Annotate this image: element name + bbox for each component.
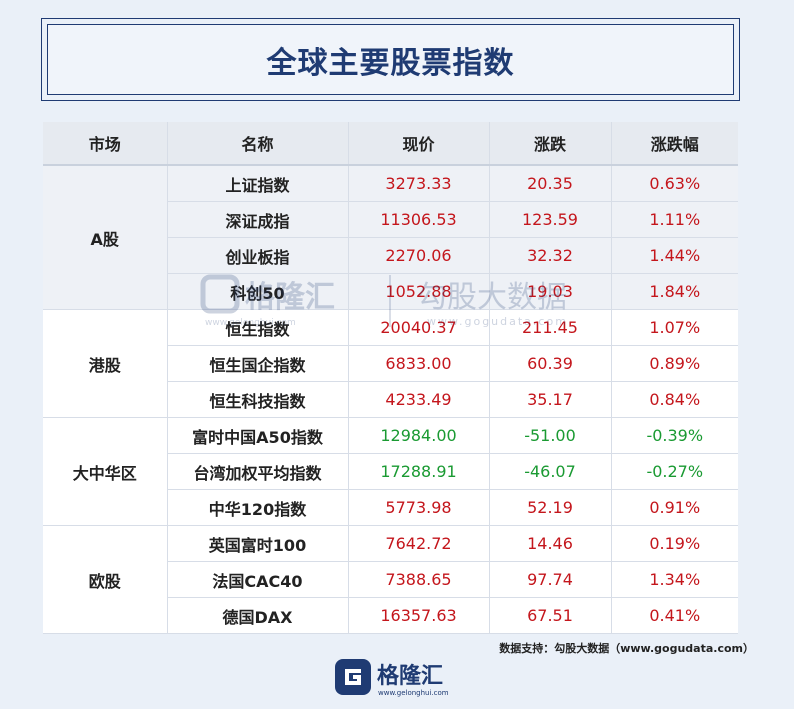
price-cell: 2270.06	[347, 237, 489, 274]
change-cell: 67.51	[488, 597, 611, 634]
group-hk-shares: 港股 恒生指数 20040.37 211.45 1.07% 恒生国企指数 683…	[43, 309, 738, 418]
price-cell: 7642.72	[347, 525, 489, 562]
price-cell: 6833.00	[347, 345, 489, 382]
change-cell: 123.59	[488, 201, 611, 238]
index-name: 上证指数	[166, 165, 348, 202]
table-row: 大中华区 富时中国A50指数 12984.00 -51.00 -0.39%	[43, 417, 738, 526]
group-greater-china: 大中华区 富时中国A50指数 12984.00 -51.00 -0.39% 台湾…	[43, 417, 738, 526]
price-cell: 16357.63	[347, 597, 489, 634]
table-row: A股 上证指数 3273.33 20.35 0.63%	[43, 165, 738, 310]
change-cell: 20.35	[488, 165, 611, 202]
table-row: 恒生国企指数 6833.00 60.39 0.89%	[43, 345, 738, 382]
index-name: 富时中国A50指数	[166, 417, 348, 454]
table-row: 创业板指 2270.06 32.32 1.44%	[43, 237, 738, 274]
price-cell: 3273.33	[347, 165, 489, 202]
change-cell: 14.46	[488, 525, 611, 562]
change-cell: 35.17	[488, 381, 611, 418]
page-title: 全球主要股票指数	[266, 45, 515, 81]
title-inner: 全球主要股票指数	[47, 24, 734, 95]
logo-url: www.gelonghui.com	[378, 689, 449, 697]
index-name: 恒生科技指数	[166, 381, 348, 418]
header-name: 名称	[166, 122, 348, 166]
table-row: 中华120指数 5773.98 52.19 0.91%	[43, 489, 738, 526]
price-cell: 5773.98	[347, 489, 489, 526]
table-row: 恒生科技指数 4233.49 35.17 0.84%	[43, 381, 738, 418]
header-pct: 涨跌幅	[610, 122, 738, 166]
price-cell: 20040.37	[347, 309, 489, 346]
group-eu-shares: 欧股 英国富时100 7642.72 14.46 0.19% 法国CAC40 7…	[43, 525, 738, 634]
index-table: 市场 名称 现价 涨跌 涨跌幅 A股 上证指数 3273.33 20.35 0.…	[43, 122, 738, 634]
index-name: 恒生国企指数	[166, 345, 348, 382]
pct-cell: 1.44%	[610, 237, 738, 274]
market-cell: A股	[43, 165, 167, 310]
price-cell: 11306.53	[347, 201, 489, 238]
market-cell: 大中华区	[43, 417, 167, 526]
table-row: 法国CAC40 7388.65 97.74 1.34%	[43, 561, 738, 598]
pct-cell: 0.89%	[610, 345, 738, 382]
pct-cell: -0.39%	[610, 417, 738, 454]
pct-cell: 1.07%	[610, 309, 738, 346]
index-name: 科创50	[166, 273, 348, 310]
change-cell: 97.74	[488, 561, 611, 598]
pct-cell: 1.84%	[610, 273, 738, 310]
index-name: 德国DAX	[166, 597, 348, 634]
pct-cell: -0.27%	[610, 453, 738, 490]
title-frame: 全球主要股票指数	[41, 18, 740, 101]
change-cell: 52.19	[488, 489, 611, 526]
pct-cell: 1.11%	[610, 201, 738, 238]
change-cell: 211.45	[488, 309, 611, 346]
price-cell: 7388.65	[347, 561, 489, 598]
table-row: 台湾加权平均指数 17288.91 -46.07 -0.27%	[43, 453, 738, 490]
header-row: 市场 名称 现价 涨跌 涨跌幅	[43, 122, 738, 166]
header-change: 涨跌	[488, 122, 611, 166]
price-cell: 4233.49	[347, 381, 489, 418]
pct-cell: 0.84%	[610, 381, 738, 418]
table-row: 科创50 1052.88 19.03 1.84%	[43, 273, 738, 310]
index-name: 法国CAC40	[166, 561, 348, 598]
index-name: 恒生指数	[166, 309, 348, 346]
index-name: 深证成指	[166, 201, 348, 238]
change-cell: -51.00	[488, 417, 611, 454]
logo-text: 格隆汇	[377, 663, 443, 689]
data-source-note: 数据支持：勾股大数据（www.gogudata.com）	[499, 642, 754, 655]
pct-cell: 0.63%	[610, 165, 738, 202]
pct-cell: 0.41%	[610, 597, 738, 634]
change-cell: 32.32	[488, 237, 611, 274]
gelonghui-logo: 格隆汇 www.gelonghui.com	[335, 659, 449, 697]
market-cell: 欧股	[43, 525, 167, 634]
pct-cell: 0.19%	[610, 525, 738, 562]
logo-g-glyph	[345, 669, 361, 685]
pct-cell: 1.34%	[610, 561, 738, 598]
index-name: 台湾加权平均指数	[166, 453, 348, 490]
index-name: 中华120指数	[166, 489, 348, 526]
table-row: 深证成指 11306.53 123.59 1.11%	[43, 201, 738, 238]
price-cell: 1052.88	[347, 273, 489, 310]
index-name: 创业板指	[166, 237, 348, 274]
index-name: 英国富时100	[166, 525, 348, 562]
group-a-shares: A股 上证指数 3273.33 20.35 0.63% 深证成指 11306.5…	[43, 165, 738, 310]
change-cell: 60.39	[488, 345, 611, 382]
market-cell: 港股	[43, 309, 167, 418]
change-cell: 19.03	[488, 273, 611, 310]
change-cell: -46.07	[488, 453, 611, 490]
price-cell: 12984.00	[347, 417, 489, 454]
header-price: 现价	[347, 122, 489, 166]
table-row: 欧股 英国富时100 7642.72 14.46 0.19%	[43, 525, 738, 634]
table-row: 德国DAX 16357.63 67.51 0.41%	[43, 597, 738, 634]
price-cell: 17288.91	[347, 453, 489, 490]
pct-cell: 0.91%	[610, 489, 738, 526]
table-row: 港股 恒生指数 20040.37 211.45 1.07%	[43, 309, 738, 418]
header-market: 市场	[43, 122, 167, 166]
